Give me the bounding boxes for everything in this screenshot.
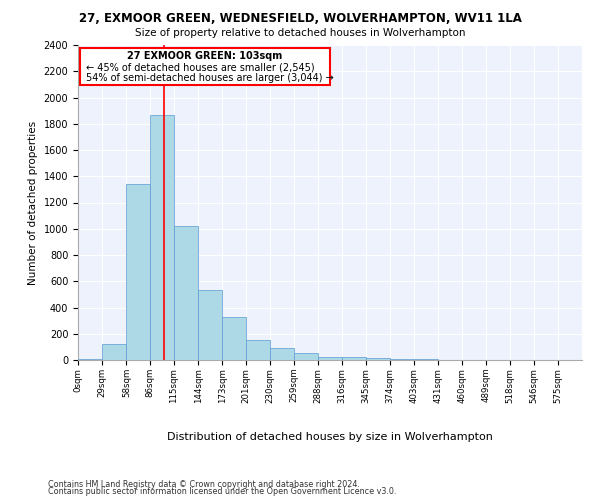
Bar xyxy=(174,226,198,360)
Bar xyxy=(294,354,319,360)
FancyBboxPatch shape xyxy=(80,48,330,85)
Bar xyxy=(198,290,223,360)
Text: Size of property relative to detached houses in Wolverhampton: Size of property relative to detached ho… xyxy=(135,28,465,38)
Bar xyxy=(150,114,174,360)
Bar xyxy=(78,358,102,360)
Bar xyxy=(390,358,414,360)
Bar xyxy=(366,358,390,360)
Text: Contains public sector information licensed under the Open Government Licence v3: Contains public sector information licen… xyxy=(48,487,397,496)
Bar xyxy=(246,340,270,360)
Bar xyxy=(319,356,341,360)
Text: ← 45% of detached houses are smaller (2,545): ← 45% of detached houses are smaller (2,… xyxy=(86,62,315,72)
Text: 27 EXMOOR GREEN: 103sqm: 27 EXMOOR GREEN: 103sqm xyxy=(127,52,283,62)
Bar xyxy=(341,358,366,360)
Bar xyxy=(102,344,127,360)
Text: Contains HM Land Registry data © Crown copyright and database right 2024.: Contains HM Land Registry data © Crown c… xyxy=(48,480,360,489)
Bar xyxy=(127,184,150,360)
Bar xyxy=(223,316,246,360)
Y-axis label: Number of detached properties: Number of detached properties xyxy=(28,120,38,284)
Text: 27, EXMOOR GREEN, WEDNESFIELD, WOLVERHAMPTON, WV11 1LA: 27, EXMOOR GREEN, WEDNESFIELD, WOLVERHAM… xyxy=(79,12,521,26)
Text: Distribution of detached houses by size in Wolverhampton: Distribution of detached houses by size … xyxy=(167,432,493,442)
Text: 54% of semi-detached houses are larger (3,044) →: 54% of semi-detached houses are larger (… xyxy=(86,72,334,83)
Bar xyxy=(270,348,294,360)
